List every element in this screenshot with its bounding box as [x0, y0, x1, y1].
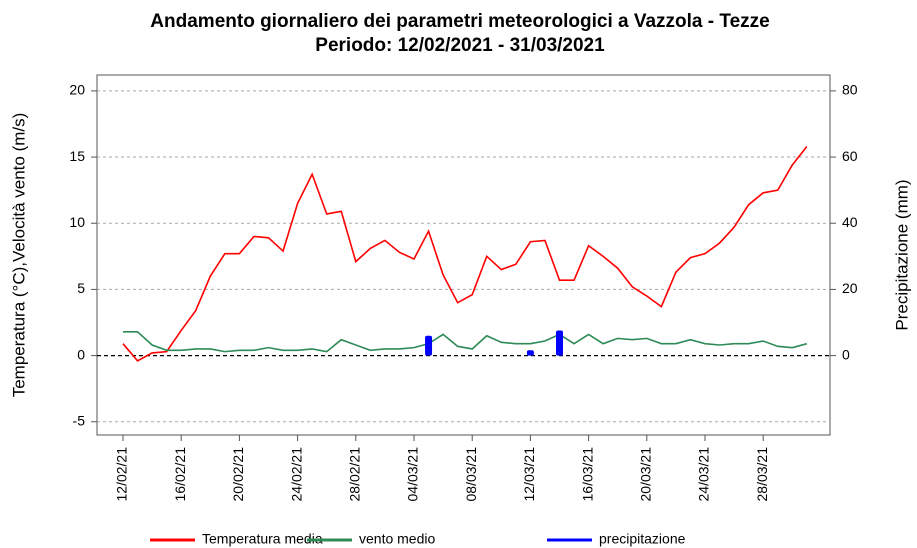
y2-tick-label: 0	[842, 346, 850, 362]
x-tick-label: 24/02/21	[288, 447, 304, 502]
precip-bar	[556, 330, 563, 356]
plot-frame	[96, 74, 831, 436]
precip-bar	[526, 350, 534, 356]
y-tick-label: 10	[69, 214, 85, 230]
x-tick-label: 08/03/21	[463, 447, 479, 502]
x-tick-label: 16/02/21	[172, 447, 188, 502]
y-axis-label: Temperatura (°C),Velocità vento (m/s)	[9, 113, 28, 398]
y2-tick-label: 80	[842, 82, 858, 98]
series-line	[123, 330, 808, 353]
x-tick-label: 28/03/21	[754, 447, 770, 502]
x-tick-label: 12/02/21	[114, 447, 130, 502]
y2-tick-label: 20	[842, 280, 858, 296]
chart-subtitle: Periodo: 12/02/2021 - 31/03/2021	[315, 35, 605, 56]
x-tick-label: 04/03/21	[405, 447, 421, 502]
legend-label: vento medio	[359, 531, 435, 547]
x-tick-label: 16/03/21	[579, 447, 595, 502]
x-tick-label: 12/03/21	[521, 447, 537, 502]
y2-axis-label: Precipitazione (mm)	[892, 179, 911, 330]
y-tick-label: -5	[73, 412, 86, 428]
y-tick-label: 20	[69, 82, 85, 98]
y2-tick-label: 60	[842, 148, 858, 164]
series-line	[122, 145, 808, 362]
x-tick-label: 24/03/21	[696, 447, 712, 502]
x-tick-label: 20/03/21	[638, 447, 654, 502]
y-tick-label: 0	[77, 346, 85, 362]
legend-label: precipitazione	[599, 531, 686, 547]
y-tick-label: 5	[77, 280, 85, 296]
legend-label: Temperatura media	[202, 531, 323, 547]
precip-bar	[425, 335, 433, 356]
x-tick-label: 20/02/21	[230, 447, 246, 502]
x-tick-label: 28/02/21	[347, 447, 363, 502]
chart-title: Andamento giornaliero dei parametri mete…	[150, 11, 769, 32]
y2-tick-label: 40	[842, 214, 858, 230]
y-tick-label: 15	[69, 148, 85, 164]
